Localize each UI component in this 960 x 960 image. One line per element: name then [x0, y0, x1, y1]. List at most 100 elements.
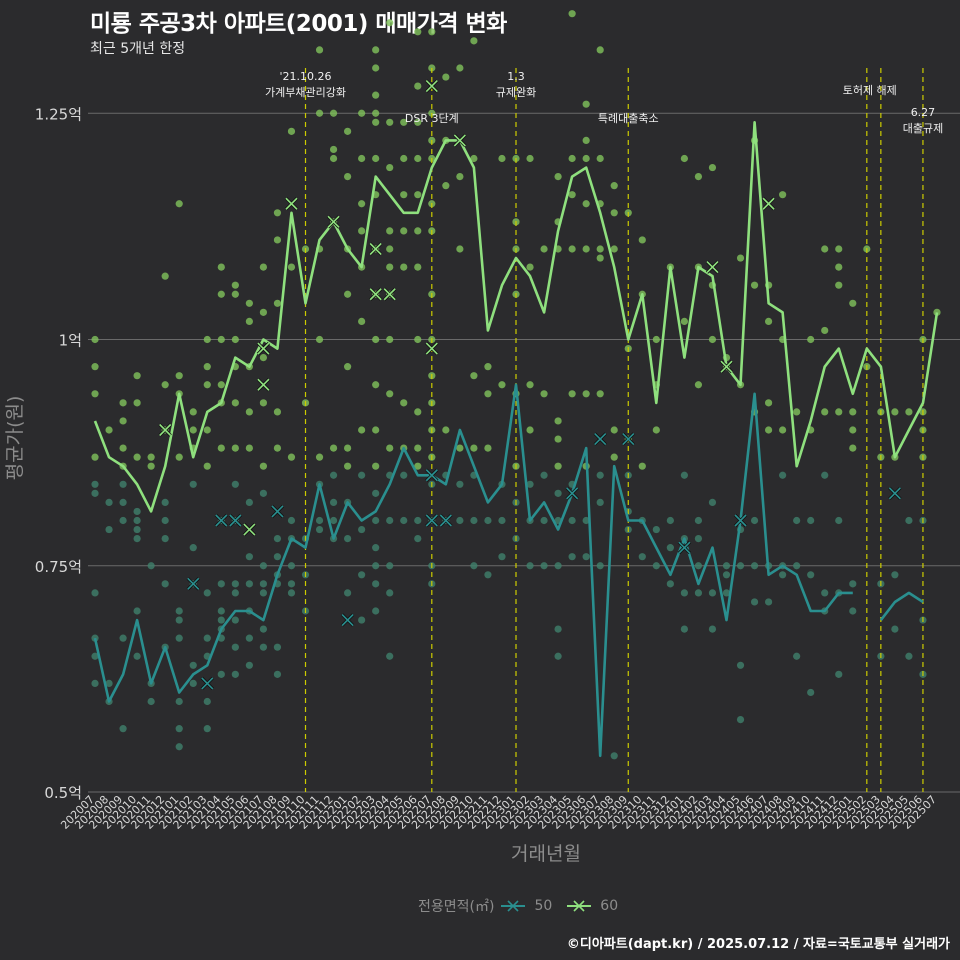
- x-marker-60: [425, 80, 438, 93]
- transaction-point: [386, 227, 394, 235]
- transaction-point: [203, 634, 211, 642]
- series-line-50: [93, 383, 924, 758]
- transaction-point: [344, 290, 352, 298]
- transaction-point: [189, 480, 197, 488]
- transaction-point: [750, 562, 759, 570]
- transaction-point: [358, 154, 366, 163]
- transaction-point: [821, 408, 829, 416]
- x-marker-60: [383, 288, 396, 301]
- transaction-point: [372, 91, 380, 99]
- transaction-point: [779, 571, 787, 579]
- transaction-point: [470, 516, 478, 525]
- transaction-point: [484, 444, 492, 452]
- transaction-point: [470, 444, 478, 452]
- transaction-point: [175, 634, 183, 642]
- transaction-point: [147, 453, 155, 461]
- transaction-point: [793, 516, 801, 525]
- transaction-point: [708, 335, 717, 344]
- transaction-point: [245, 317, 253, 325]
- transaction-point: [470, 562, 478, 570]
- transaction-point: [835, 281, 843, 289]
- transaction-point: [231, 616, 239, 624]
- transaction-point: [849, 408, 857, 416]
- transaction-point: [119, 725, 127, 733]
- transaction-point: [750, 516, 759, 525]
- y-tick-label: 0.75억: [35, 558, 82, 576]
- event-label: 토허제 해제: [843, 83, 897, 97]
- transaction-point: [231, 335, 239, 344]
- transaction-point: [217, 616, 225, 624]
- transaction-point: [315, 46, 324, 54]
- transaction-point: [273, 444, 282, 452]
- transaction-point: [400, 227, 408, 235]
- transaction-point: [273, 236, 282, 244]
- transaction-point: [386, 19, 394, 27]
- transaction-point: [694, 562, 703, 570]
- transaction-point: [680, 589, 688, 597]
- transaction-point: [231, 589, 239, 597]
- y-tick-label: 1.25억: [35, 105, 82, 123]
- transaction-point: [133, 516, 141, 525]
- transaction-point: [568, 390, 576, 398]
- transaction-point: [217, 444, 225, 452]
- legend: 전용면적(㎡) 50 60: [418, 896, 626, 916]
- x-marker-60: [762, 197, 775, 210]
- transaction-point: [905, 516, 913, 525]
- transaction-point: [456, 173, 464, 181]
- transaction-point: [638, 236, 646, 244]
- transaction-point: [793, 652, 801, 660]
- transaction-point: [372, 607, 380, 615]
- transaction-point: [231, 399, 239, 407]
- transaction-point: [414, 154, 422, 163]
- transaction-point: [442, 182, 450, 190]
- x-marker-60: [706, 261, 719, 274]
- transaction-point: [498, 516, 506, 525]
- transaction-point: [652, 426, 660, 434]
- transaction-point: [484, 390, 492, 398]
- transaction-point: [526, 154, 534, 163]
- transaction-point: [793, 408, 801, 416]
- transaction-point: [596, 471, 604, 479]
- y-tick-label: 1억: [59, 332, 82, 350]
- transaction-point: [91, 679, 99, 688]
- transaction-point: [596, 46, 604, 54]
- transaction-point: [133, 652, 141, 660]
- transaction-point: [329, 109, 338, 117]
- legend-label-60: 60: [600, 898, 619, 914]
- transaction-point: [217, 335, 225, 344]
- x-marker-50: [425, 514, 438, 527]
- transaction-point: [821, 589, 829, 597]
- transaction-point: [400, 118, 408, 126]
- x-marker-60: [425, 342, 438, 355]
- transaction-point: [273, 535, 282, 543]
- transaction-point: [694, 589, 703, 597]
- transaction-point: [456, 444, 464, 452]
- transaction-point: [414, 28, 422, 36]
- transaction-point: [175, 616, 183, 624]
- transaction-point: [835, 245, 843, 253]
- x-marker-50: [271, 505, 284, 518]
- x-marker-50: [439, 514, 452, 527]
- transaction-point: [372, 562, 380, 570]
- transaction-point: [582, 553, 590, 561]
- transaction-point: [596, 390, 604, 398]
- transaction-point: [386, 335, 394, 344]
- transaction-point: [554, 562, 562, 570]
- transaction-point: [105, 679, 113, 688]
- transaction-point: [568, 191, 576, 199]
- x-marker-50: [594, 432, 607, 446]
- transaction-point: [147, 462, 155, 470]
- event-label: DSR 3단계: [405, 112, 459, 125]
- transaction-point: [344, 535, 352, 543]
- transaction-point: [736, 254, 745, 262]
- transaction-point: [189, 661, 197, 669]
- transaction-point: [231, 444, 239, 452]
- transaction-point: [764, 426, 773, 434]
- transaction-point: [273, 408, 282, 416]
- transaction-point: [358, 525, 366, 534]
- transaction-point: [414, 408, 422, 416]
- transaction-point: [414, 462, 422, 470]
- transaction-point: [133, 399, 141, 407]
- transaction-point: [666, 580, 674, 588]
- transaction-point: [231, 580, 239, 588]
